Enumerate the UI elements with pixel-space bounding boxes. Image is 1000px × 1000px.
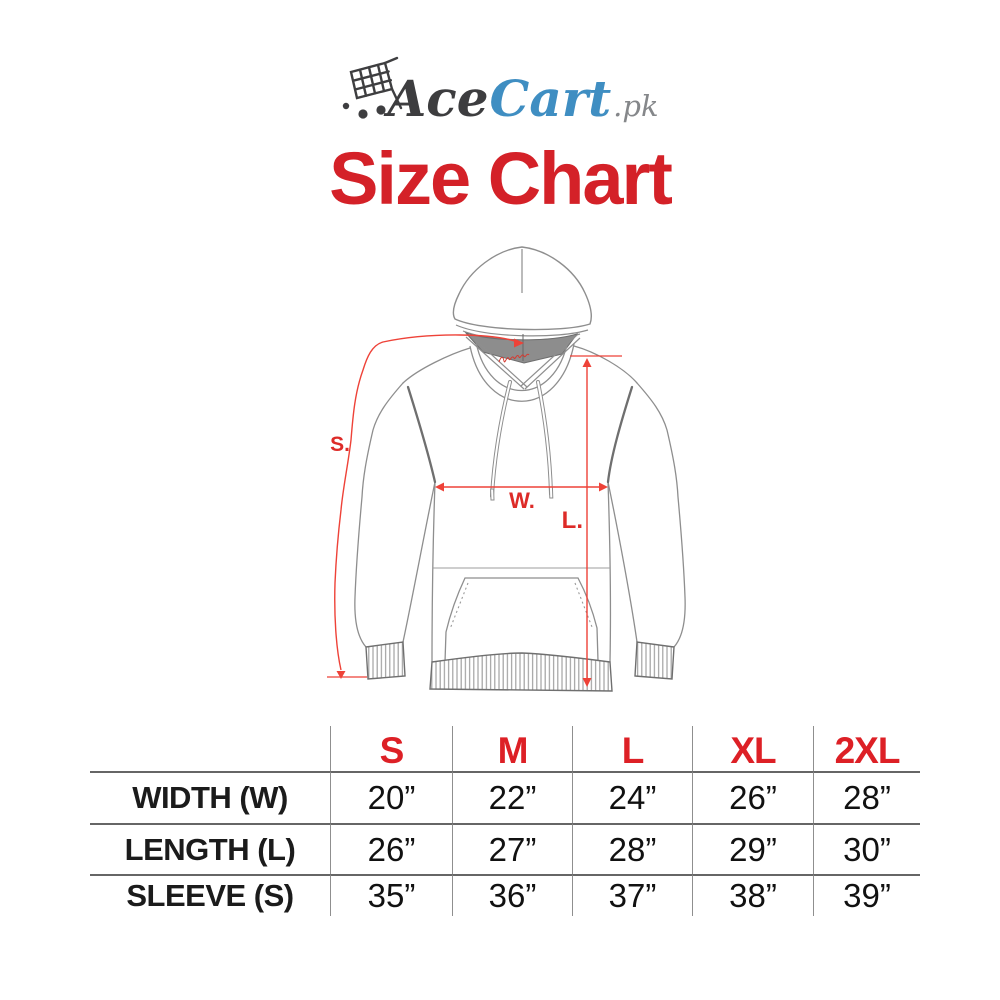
kangaroo-pocket	[444, 577, 599, 663]
width-2xl: 28”	[814, 771, 920, 823]
hood-interior	[464, 331, 579, 364]
collar	[469, 339, 575, 402]
arrowhead-down	[336, 671, 346, 679]
brand-tld: .pk	[613, 89, 659, 123]
hood-flaps	[465, 333, 581, 390]
width-measure-line	[435, 482, 608, 492]
col-header-xl: XL	[693, 726, 814, 771]
arrowhead-left	[435, 482, 444, 492]
sleeve-l: 37”	[573, 874, 693, 916]
acecart-logo: Ace Cart .pk	[0, 42, 1000, 124]
length-measure-line	[570, 355, 622, 687]
arrowhead-down	[582, 678, 592, 687]
length-m: 27”	[453, 823, 573, 874]
raglan-seams	[406, 385, 634, 484]
width-m: 22”	[453, 771, 573, 823]
width-xl: 26”	[693, 771, 814, 823]
hoodie-diagram: S. W. L.	[327, 246, 686, 692]
sleeve-label: S.	[330, 433, 350, 456]
width-l: 24”	[573, 771, 693, 823]
col-header-m: M	[453, 726, 573, 771]
width-label: W.	[509, 488, 535, 513]
brand-suffix: Cart	[489, 69, 612, 128]
width-s: 20”	[331, 771, 453, 823]
length-l: 28”	[573, 823, 693, 874]
row-label-length: LENGTH (L)	[90, 823, 331, 874]
hoodie-body-outline	[354, 345, 686, 663]
page-title: Size Chart	[329, 137, 673, 220]
col-header-l: L	[573, 726, 693, 771]
brand-tag-script	[498, 353, 530, 363]
shopping-cart-icon	[343, 56, 403, 119]
row-label-width: WIDTH (W)	[90, 771, 331, 823]
sleeve-s: 35”	[331, 874, 453, 916]
length-label: L.	[562, 507, 583, 534]
sleeve-m: 36”	[453, 874, 573, 916]
sleeve-measure-line	[327, 334, 524, 679]
col-header-s: S	[331, 726, 453, 771]
table-corner-cell	[90, 726, 331, 771]
drawstrings	[490, 380, 554, 501]
length-2xl: 30”	[814, 823, 920, 874]
sleeve-xl: 38”	[693, 874, 814, 916]
arrowhead-up	[582, 358, 592, 367]
ribbed-hem-and-cuffs	[365, 641, 675, 692]
size-table: S M L XL 2XL WIDTH (W) 20” 22” 24” 26” 2…	[90, 726, 920, 916]
cart-wheel-dots	[343, 102, 387, 119]
row-label-sleeve: SLEEVE (S)	[90, 874, 331, 916]
arrowhead-right	[599, 482, 608, 492]
arrowhead-right	[514, 338, 524, 348]
col-header-2xl: 2XL	[834, 729, 901, 771]
length-xl: 29”	[693, 823, 814, 874]
measurement-annotations: S. W. L.	[327, 334, 622, 687]
sleeve-2xl: 39”	[814, 874, 920, 916]
length-s: 26”	[331, 823, 453, 874]
brand-prefix: Ace	[387, 69, 489, 128]
hood	[452, 246, 593, 402]
